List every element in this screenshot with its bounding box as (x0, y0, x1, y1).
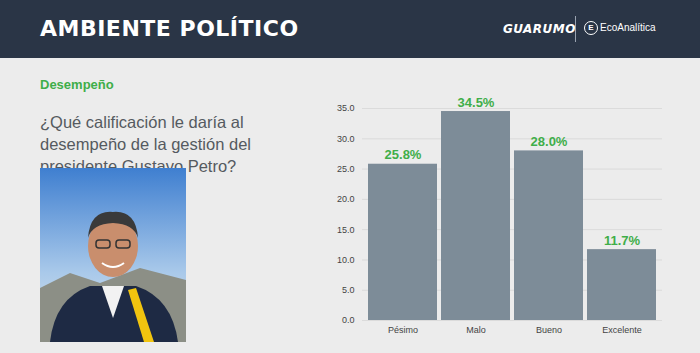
svg-text:Bueno: Bueno (536, 325, 562, 335)
svg-text:15.0: 15.0 (337, 225, 355, 235)
svg-text:25.8%: 25.8% (385, 147, 422, 162)
svg-text:5.0: 5.0 (342, 285, 355, 295)
svg-text:35.0: 35.0 (337, 103, 355, 113)
html-text:Desempeño: Desempeño (40, 77, 114, 92)
html-text:AMBIENTE POLÍTICO: AMBIENTE POLÍTICO (40, 16, 299, 41)
svg-text:34.5%: 34.5% (458, 95, 495, 110)
svg-text:25.0: 25.0 (337, 164, 355, 174)
svg-text:20.0: 20.0 (337, 194, 355, 204)
svg-text:11.7%: 11.7% (604, 233, 641, 248)
svg-text:Malo: Malo (466, 325, 486, 335)
svg-text:0.0: 0.0 (342, 315, 355, 325)
html-text:¿Qué calificación le daría al: ¿Qué calificación le daría al desempeño … (40, 113, 251, 175)
svg-text:Pésimo: Pésimo (388, 325, 418, 335)
svg-text:28.0%: 28.0% (531, 134, 568, 149)
svg-text:10.0: 10.0 (337, 255, 355, 265)
html-text:EcoAnalítica: EcoAnalítica (600, 22, 656, 33)
svg-text:30.0: 30.0 (337, 134, 355, 144)
html-text:GUARUMO: GUARUMO (503, 22, 576, 36)
html-text:E: E (588, 23, 594, 32)
svg-text:Excelente: Excelente (602, 325, 642, 335)
